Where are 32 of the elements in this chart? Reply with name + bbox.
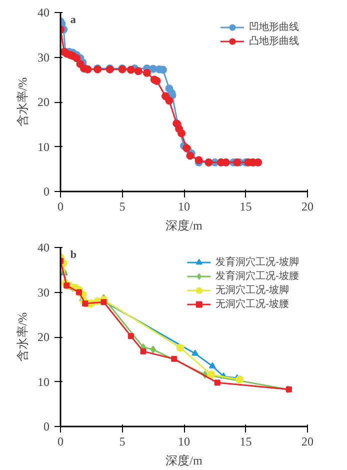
y-tick-label: 40 [38, 6, 50, 20]
x-tick-label: 20 [302, 200, 314, 214]
y-axis-title: 含水率/% [16, 77, 30, 127]
y-tick-label: 20 [38, 330, 50, 344]
x-tick-label: 10 [178, 200, 190, 214]
legend-label: 凹地形曲线 [249, 20, 299, 34]
x-tick-label: 10 [178, 434, 190, 448]
x-axis-title: 深度/m [166, 218, 203, 232]
legend-label: 发育洞穴工况-坡腰 [216, 270, 299, 283]
annotation: b [70, 248, 77, 261]
y-tick-label: 10 [38, 140, 50, 154]
x-tick-label: 20 [302, 434, 314, 448]
y-tick-label: 30 [38, 50, 50, 64]
y-tick-label: 10 [38, 374, 50, 389]
x-tick-label: 0 [58, 434, 64, 448]
y-tick-label: 0 [44, 420, 50, 434]
x-axis-title: 深度/m [166, 454, 203, 468]
y-tick-label: 40 [38, 240, 50, 254]
x-tick-label: 15 [240, 200, 252, 214]
y-tick-label: 0 [44, 184, 50, 198]
legend-label: 无洞穴工况-坡腰 [216, 298, 289, 311]
x-tick-label: 5 [119, 434, 126, 448]
y-tick-label: 20 [38, 95, 50, 109]
annotation: a [70, 14, 76, 26]
y-axis-title: 含水率/% [16, 312, 30, 362]
y-tick-label: 30 [38, 285, 50, 300]
legend-label: 发育洞穴工况-坡脚 [216, 256, 299, 269]
legend-label: 无洞穴工况-坡脚 [216, 284, 289, 297]
x-tick-label: 0 [58, 200, 64, 214]
x-tick-label: 5 [119, 200, 126, 214]
x-tick-label: 15 [240, 434, 252, 448]
legend-label: 凸地形曲线 [249, 34, 299, 48]
